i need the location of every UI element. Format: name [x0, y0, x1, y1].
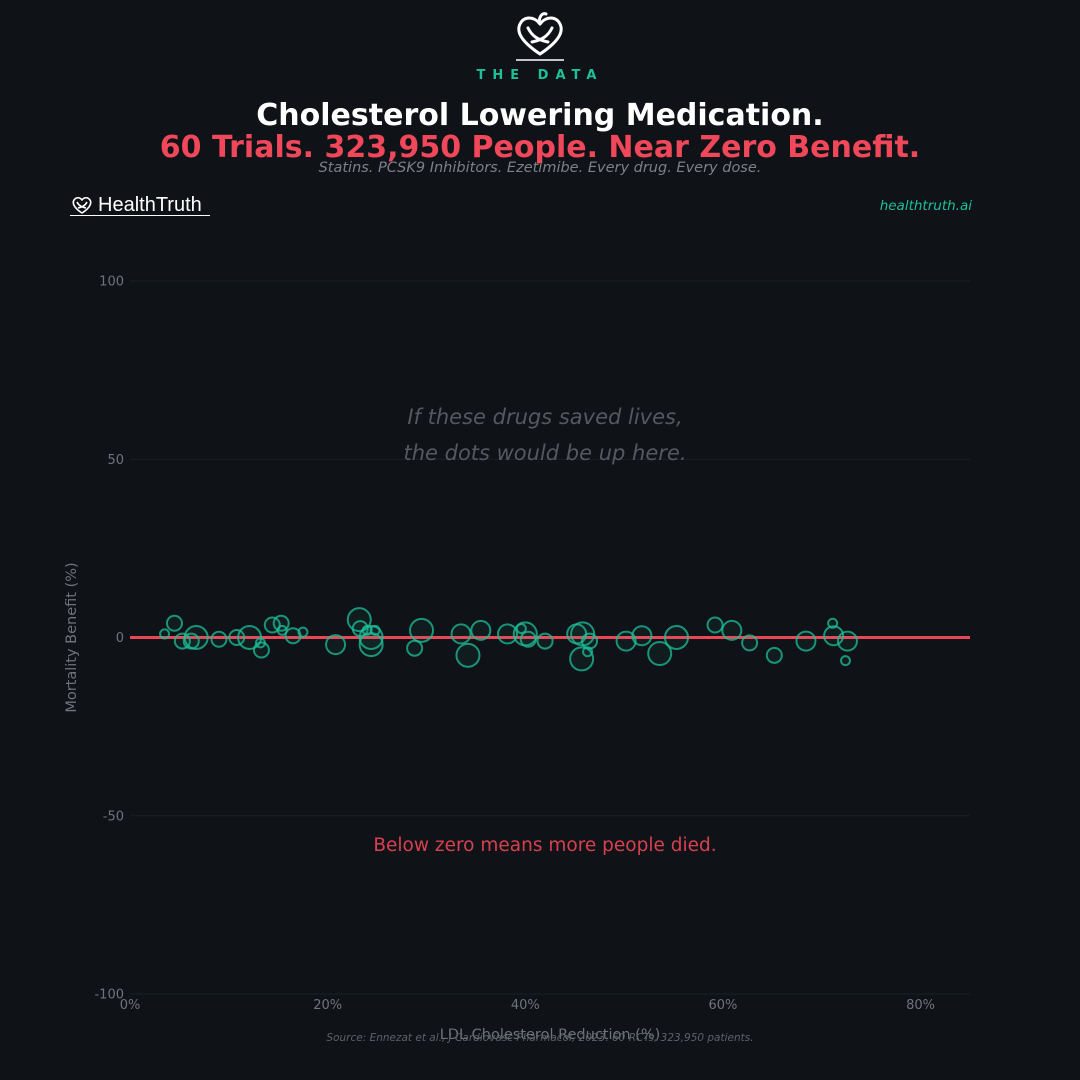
data-point: [358, 632, 384, 658]
data-point: [406, 639, 424, 657]
chart-annotation: the dots would be up here.: [403, 441, 686, 465]
data-point: [497, 623, 519, 645]
brand-lockup: HealthTruth: [70, 193, 202, 217]
data-point: [615, 630, 637, 652]
data-point: [839, 655, 851, 667]
data-point: [536, 632, 554, 650]
x-axis-label: LDL Cholesterol Reduction (%): [440, 1027, 661, 1043]
data-point: [470, 619, 492, 641]
y-tick-label: 0: [116, 631, 124, 646]
data-point: [325, 634, 347, 656]
x-tick-label: 60%: [708, 998, 737, 1013]
data-point: [450, 623, 472, 645]
y-tick-label: -100: [94, 988, 124, 1003]
data-point: [369, 624, 381, 636]
heart-knot-logo-icon: [516, 12, 564, 61]
data-point: [165, 614, 183, 632]
page-subtitle: Statins. PCSK9 Inhibitors. Ezetimibe. Ev…: [318, 160, 762, 176]
data-point: [836, 630, 858, 652]
data-point: [159, 628, 171, 640]
data-point: [631, 625, 653, 647]
data-point: [706, 616, 724, 634]
data-point: [795, 630, 817, 652]
data-point: [358, 625, 384, 650]
x-tick-label: 40%: [511, 998, 540, 1013]
chart-annotation: If these drugs saved lives,: [407, 405, 682, 429]
page-title-highlight: 60 Trials. 323,950 People. Near Zero Ben…: [159, 130, 921, 165]
y-tick-label: 50: [107, 453, 124, 468]
chart-annotation: Below zero means more people died.: [373, 835, 716, 856]
y-tick-label: 100: [99, 275, 124, 290]
y-tick-label: -50: [103, 809, 124, 824]
data-point: [297, 626, 309, 638]
brand-name: HealthTruth: [98, 193, 202, 216]
y-axis-label: Mortality Benefit (%): [64, 562, 80, 712]
data-point: [569, 646, 595, 672]
data-point: [455, 642, 481, 668]
website-link[interactable]: healthtruth.ai: [879, 198, 972, 214]
data-point: [409, 617, 435, 643]
page-title: Cholesterol Lowering Medication.: [256, 98, 824, 133]
data-point: [252, 641, 270, 659]
data-point: [765, 646, 783, 664]
data-point: [183, 625, 209, 650]
x-tick-label: 0%: [120, 998, 141, 1013]
data-point: [519, 630, 537, 648]
data-point: [663, 625, 689, 650]
data-point: [741, 634, 759, 652]
data-point: [228, 629, 246, 646]
data-point: [581, 632, 599, 650]
section-kicker: THE DATA: [476, 68, 604, 83]
x-tick-label: 80%: [906, 998, 935, 1013]
brand-underline: [70, 215, 210, 216]
x-tick-label: 20%: [313, 998, 342, 1013]
source-citation: Source: Ennezat et al., J Cardiovasc Pha…: [326, 1032, 754, 1044]
data-point: [210, 630, 228, 648]
data-point: [647, 641, 673, 667]
data-point: [721, 619, 743, 641]
heart-knot-icon: [72, 196, 92, 214]
